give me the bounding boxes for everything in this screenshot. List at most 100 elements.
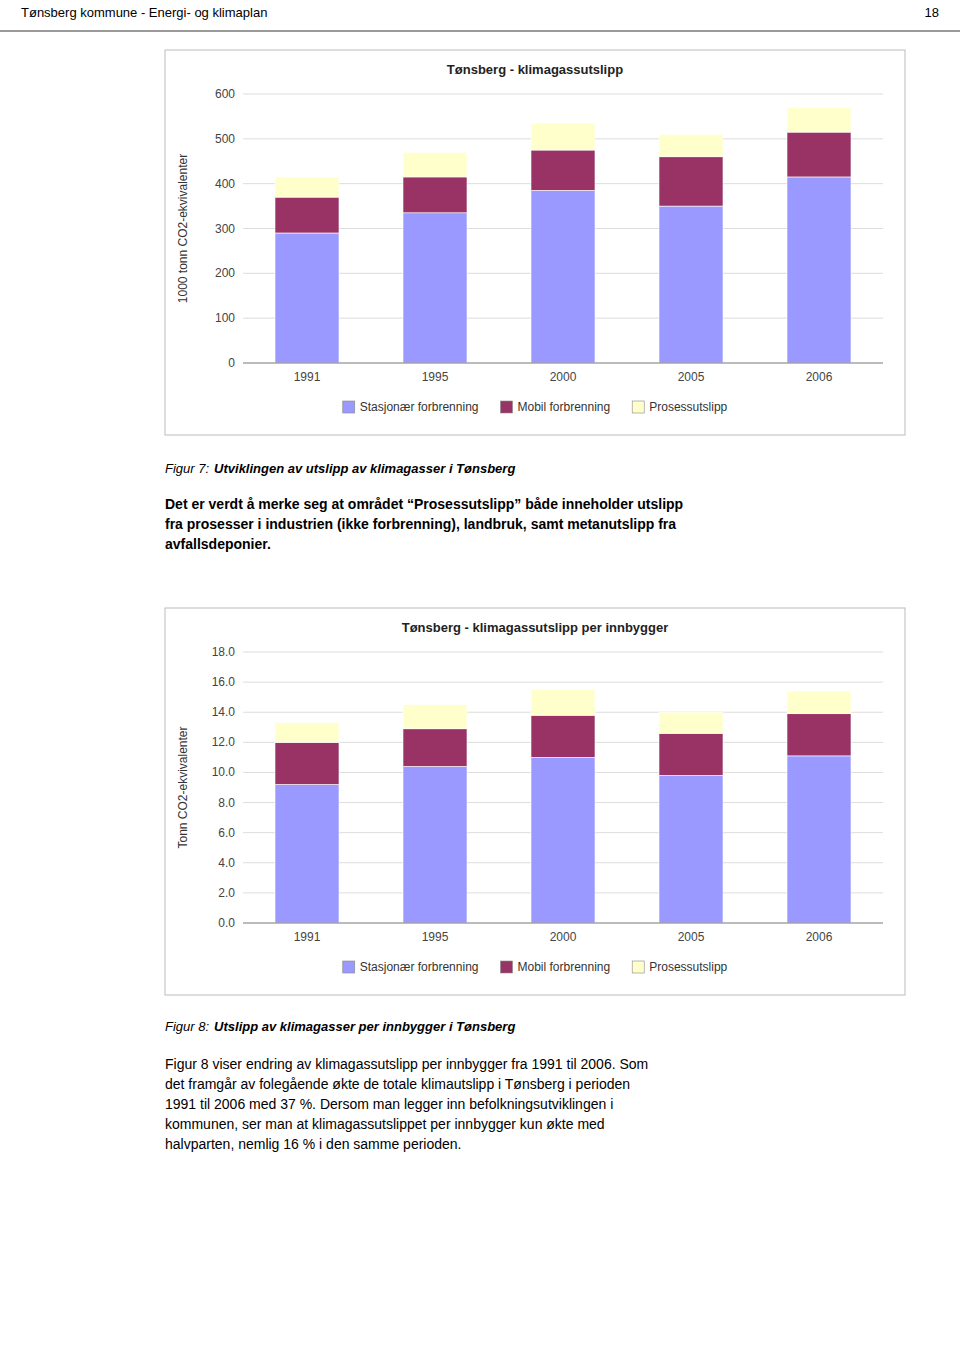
bar-segment	[531, 123, 595, 150]
grid	[243, 652, 883, 923]
bar-segment	[403, 729, 467, 767]
y-tick-label: 0	[228, 356, 235, 370]
bar-segment	[403, 766, 467, 923]
grid-line	[243, 652, 883, 653]
caption-text: Utslipp av klimagasser per innbygger i T…	[214, 1019, 515, 1034]
page: Tønsberg kommune - Energi- og klimaplan1…	[0, 0, 960, 1365]
x-tick-label: 2005	[678, 370, 705, 384]
y-tick-label: 10.0	[212, 765, 236, 779]
bar-segment	[659, 206, 723, 363]
y-tick-label: 600	[215, 87, 235, 101]
chart-frame	[165, 50, 905, 435]
legend-label: Mobil forbrenning	[517, 400, 610, 414]
paragraph-line: halvparten, nemlig 16 % i den samme peri…	[165, 1136, 462, 1152]
caption: Figur 7: Utviklingen av utslipp av klimag…	[165, 461, 515, 476]
legend-item: Stasjonær forbrenning	[343, 960, 479, 974]
paragraph-line: kommunen, ser man at klimagassutslippet …	[165, 1116, 605, 1132]
y-tick-label: 12.0	[212, 735, 236, 749]
chart: Tønsberg - klimagassutslipp per innbygge…	[165, 608, 905, 995]
bar-segment	[787, 177, 851, 363]
legend-swatch	[500, 961, 512, 973]
bar-segment	[659, 134, 723, 156]
bar-segment	[275, 233, 339, 363]
bar-segment	[275, 742, 339, 784]
legend-item: Mobil forbrenning	[500, 960, 610, 974]
bar-segment	[275, 784, 339, 923]
caption-label: Figur 8:	[165, 1019, 209, 1034]
x-tick-label: 1991	[294, 930, 321, 944]
legend-swatch	[500, 401, 512, 413]
bar-segment	[531, 190, 595, 363]
bar-segment	[787, 714, 851, 756]
x-axis-line	[243, 363, 883, 364]
legend-label: Stasjonær forbrenning	[360, 400, 479, 414]
legend: Stasjonær forbrenningMobil forbrenningPr…	[343, 960, 728, 974]
bar-segment	[531, 150, 595, 190]
y-tick-label: 14.0	[212, 705, 236, 719]
y-tick-label: 18.0	[212, 645, 236, 659]
chart-title: Tønsberg - klimagassutslipp per innbygge…	[402, 620, 669, 635]
bar-segment	[275, 197, 339, 233]
y-tick-label: 8.0	[218, 796, 235, 810]
caption-text: Utviklingen av utslipp av klimagasser i …	[214, 461, 515, 476]
bars	[275, 690, 851, 923]
y-axis-label: 1000 tonn CO2-ekvivalenter	[176, 154, 190, 303]
legend-item: Prosessutslipp	[632, 400, 727, 414]
legend-swatch	[343, 401, 355, 413]
paragraph-line: 1991 til 2006 med 37 %. Dersom man legge…	[165, 1096, 613, 1112]
bar-segment	[659, 733, 723, 775]
bar-segment	[659, 712, 723, 733]
y-tick-label: 500	[215, 132, 235, 146]
legend-item: Mobil forbrenning	[500, 400, 610, 414]
bar-segment	[787, 107, 851, 132]
bar-segment	[403, 213, 467, 363]
bar-segment	[659, 775, 723, 923]
y-tick-label: 16.0	[212, 675, 236, 689]
bar-segment	[787, 756, 851, 923]
x-tick-label: 2000	[550, 370, 577, 384]
legend-item: Stasjonær forbrenning	[343, 400, 479, 414]
y-tick-label: 2.0	[218, 886, 235, 900]
grid-line	[243, 94, 883, 95]
x-tick-label: 2006	[806, 370, 833, 384]
bar-segment	[403, 152, 467, 177]
paragraph-line: fra prosesser i industrien (ikke forbren…	[165, 516, 676, 532]
x-tick-label: 1995	[422, 370, 449, 384]
legend-swatch	[632, 401, 644, 413]
paragraph-line: Figur 8 viser endring av klimagassutslip…	[165, 1056, 648, 1072]
bar-segment	[787, 691, 851, 714]
y-tick-label: 300	[215, 222, 235, 236]
x-tick-label: 2000	[550, 930, 577, 944]
caption: Figur 8: Utslipp av klimagasser per innby…	[165, 1019, 515, 1034]
legend: Stasjonær forbrenning Mobil forbrenning Pr…	[343, 400, 728, 414]
grid-line	[243, 682, 883, 683]
chart-frame	[165, 608, 905, 995]
legend-label: Stasjonær forbrenning	[360, 960, 479, 974]
bar-segment	[787, 132, 851, 177]
y-tick-label: 4.0	[218, 856, 235, 870]
y-tick-label: 0.0	[218, 916, 235, 930]
bar-segment	[275, 177, 339, 197]
grid-line	[243, 923, 883, 924]
bar-segment	[275, 723, 339, 743]
grid-line	[243, 363, 883, 364]
legend-label: Mobil forbrenning	[517, 960, 610, 974]
bar-segment	[403, 177, 467, 213]
bar-segment	[531, 690, 595, 716]
paragraph-line: Det er verdt å merke seg at området “Pro…	[165, 496, 683, 512]
y-tick-label: 200	[215, 266, 235, 280]
legend-swatch	[343, 961, 355, 973]
bar-segment	[531, 757, 595, 923]
bars	[275, 107, 851, 363]
x-axis-line	[243, 923, 883, 924]
x-tick-label: 1995	[422, 930, 449, 944]
x-tick-label: 2005	[678, 930, 705, 944]
x-tick-label: 2006	[806, 930, 833, 944]
y-tick-label: 6.0	[218, 826, 235, 840]
paragraph-line: avfallsdeponier.	[165, 536, 271, 552]
y-tick-label: 100	[215, 311, 235, 325]
x-tick-label: 1991	[294, 370, 321, 384]
caption-label: Figur 7:	[165, 461, 209, 476]
bar-segment	[403, 705, 467, 729]
y-axis-label: Tonn CO2-ekvivalenter	[176, 726, 190, 848]
